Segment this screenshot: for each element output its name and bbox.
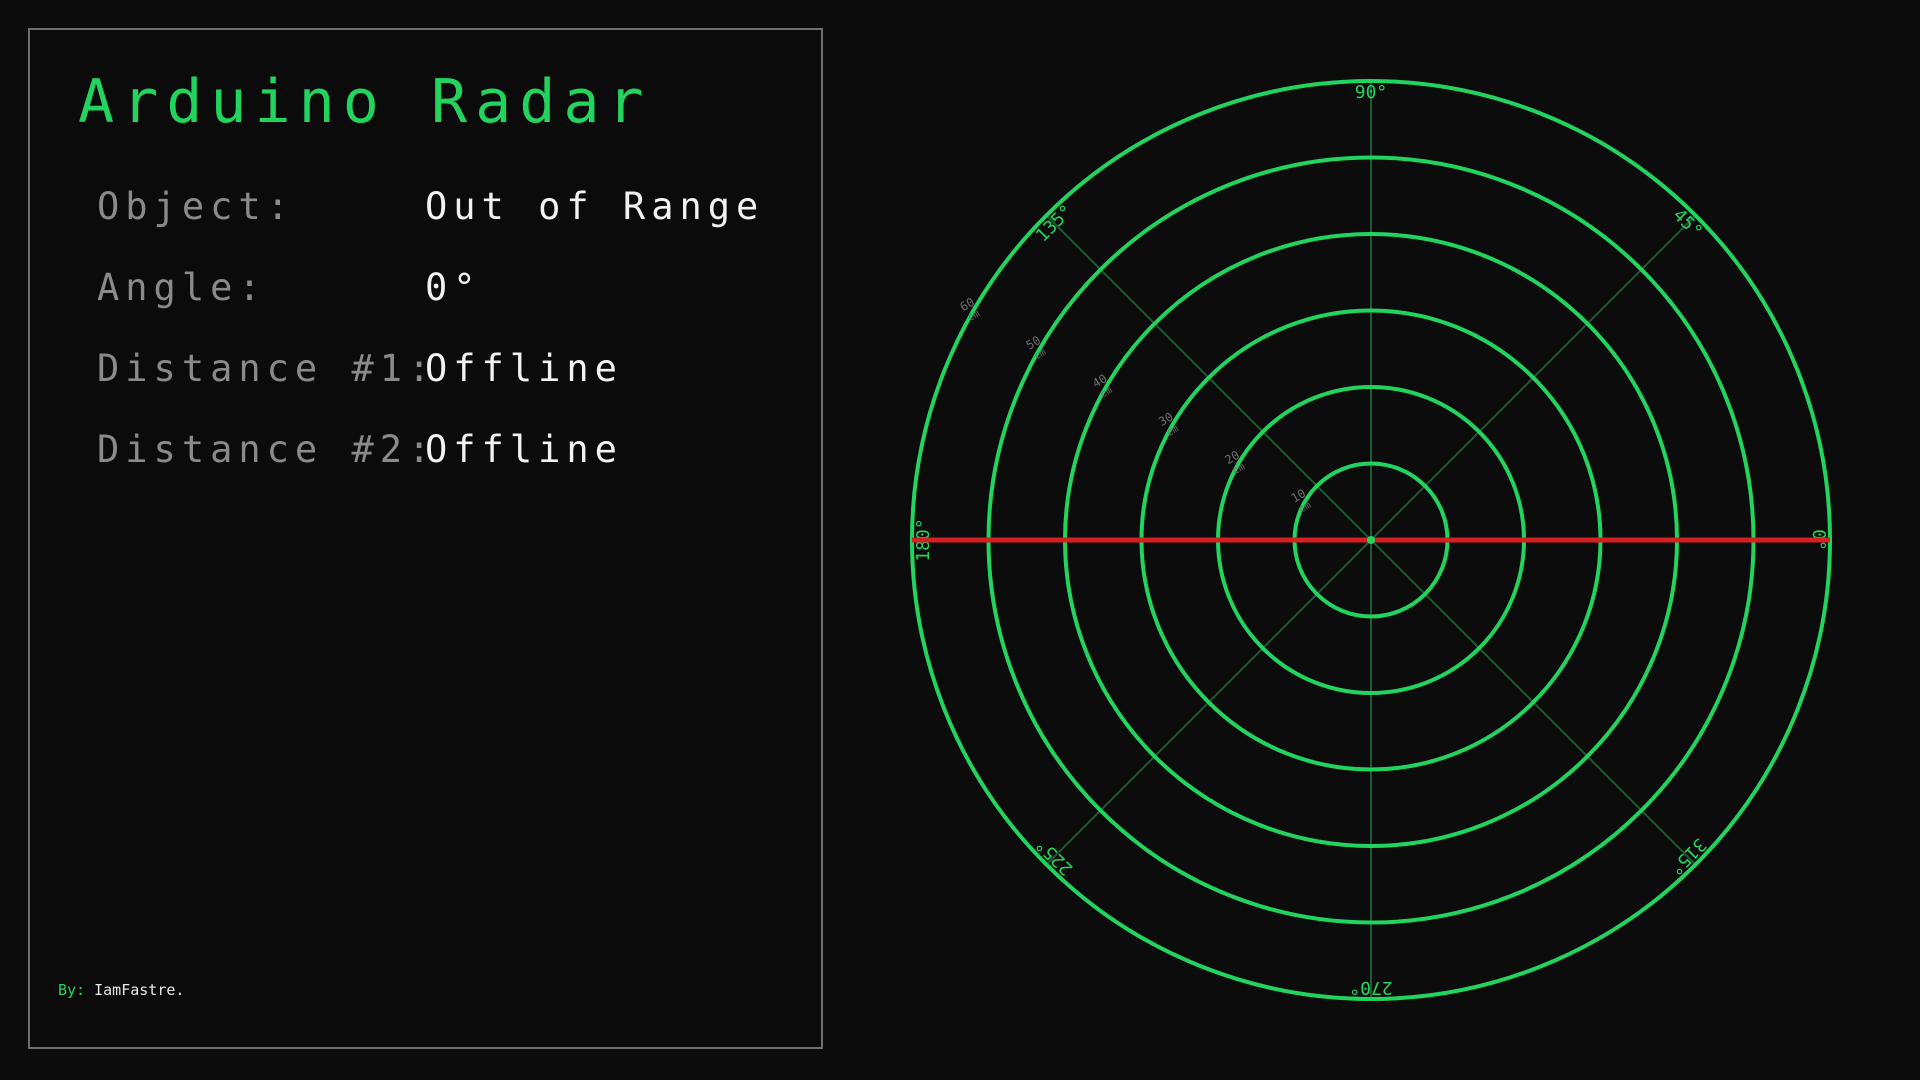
sweep-layer bbox=[912, 536, 1830, 544]
app-title: Arduino Radar bbox=[78, 67, 652, 137]
range-label-value: 50 bbox=[1024, 333, 1044, 352]
credit-prefix: By: bbox=[58, 981, 86, 999]
object-value: Out of Range bbox=[425, 185, 765, 228]
angle-label-90: 90° bbox=[1355, 82, 1388, 103]
info-panel: Arduino Radar Object: Out of Range Angle… bbox=[28, 28, 823, 1049]
range-label-value: 20 bbox=[1222, 448, 1242, 467]
center-dot bbox=[1367, 536, 1375, 544]
object-row: Object: Out of Range bbox=[97, 182, 797, 232]
range-label-unit: cm bbox=[966, 308, 982, 324]
range-label-value: 60 bbox=[957, 295, 977, 314]
distance-1-label: Distance #1: bbox=[97, 347, 437, 390]
range-label-unit: cm bbox=[1231, 461, 1247, 477]
credit-line: By: IamFastre. bbox=[58, 980, 184, 1000]
range-label-unit: cm bbox=[1098, 385, 1114, 401]
range-label-unit: cm bbox=[1297, 500, 1313, 516]
object-label: Object: bbox=[97, 185, 295, 228]
range-label-unit: cm bbox=[1165, 423, 1181, 439]
angle-label-270: 270° bbox=[1349, 977, 1392, 998]
range-label-value: 30 bbox=[1156, 410, 1176, 429]
angle-row: Angle: 0° bbox=[97, 263, 797, 313]
distance-2-row: Distance #2: Offline bbox=[97, 425, 797, 475]
range-label-value: 10 bbox=[1289, 486, 1309, 505]
distance-2-label: Distance #2: bbox=[97, 428, 437, 471]
distance-1-value: Offline bbox=[425, 347, 623, 390]
range-label-value: 40 bbox=[1090, 371, 1110, 390]
distance-2-value: Offline bbox=[425, 428, 623, 471]
range-label-unit: cm bbox=[1032, 347, 1048, 363]
angle-value: 0° bbox=[425, 266, 482, 309]
distance-1-row: Distance #1: Offline bbox=[97, 344, 797, 394]
credit-author: IamFastre. bbox=[94, 981, 185, 999]
angle-label: Angle: bbox=[97, 266, 267, 309]
